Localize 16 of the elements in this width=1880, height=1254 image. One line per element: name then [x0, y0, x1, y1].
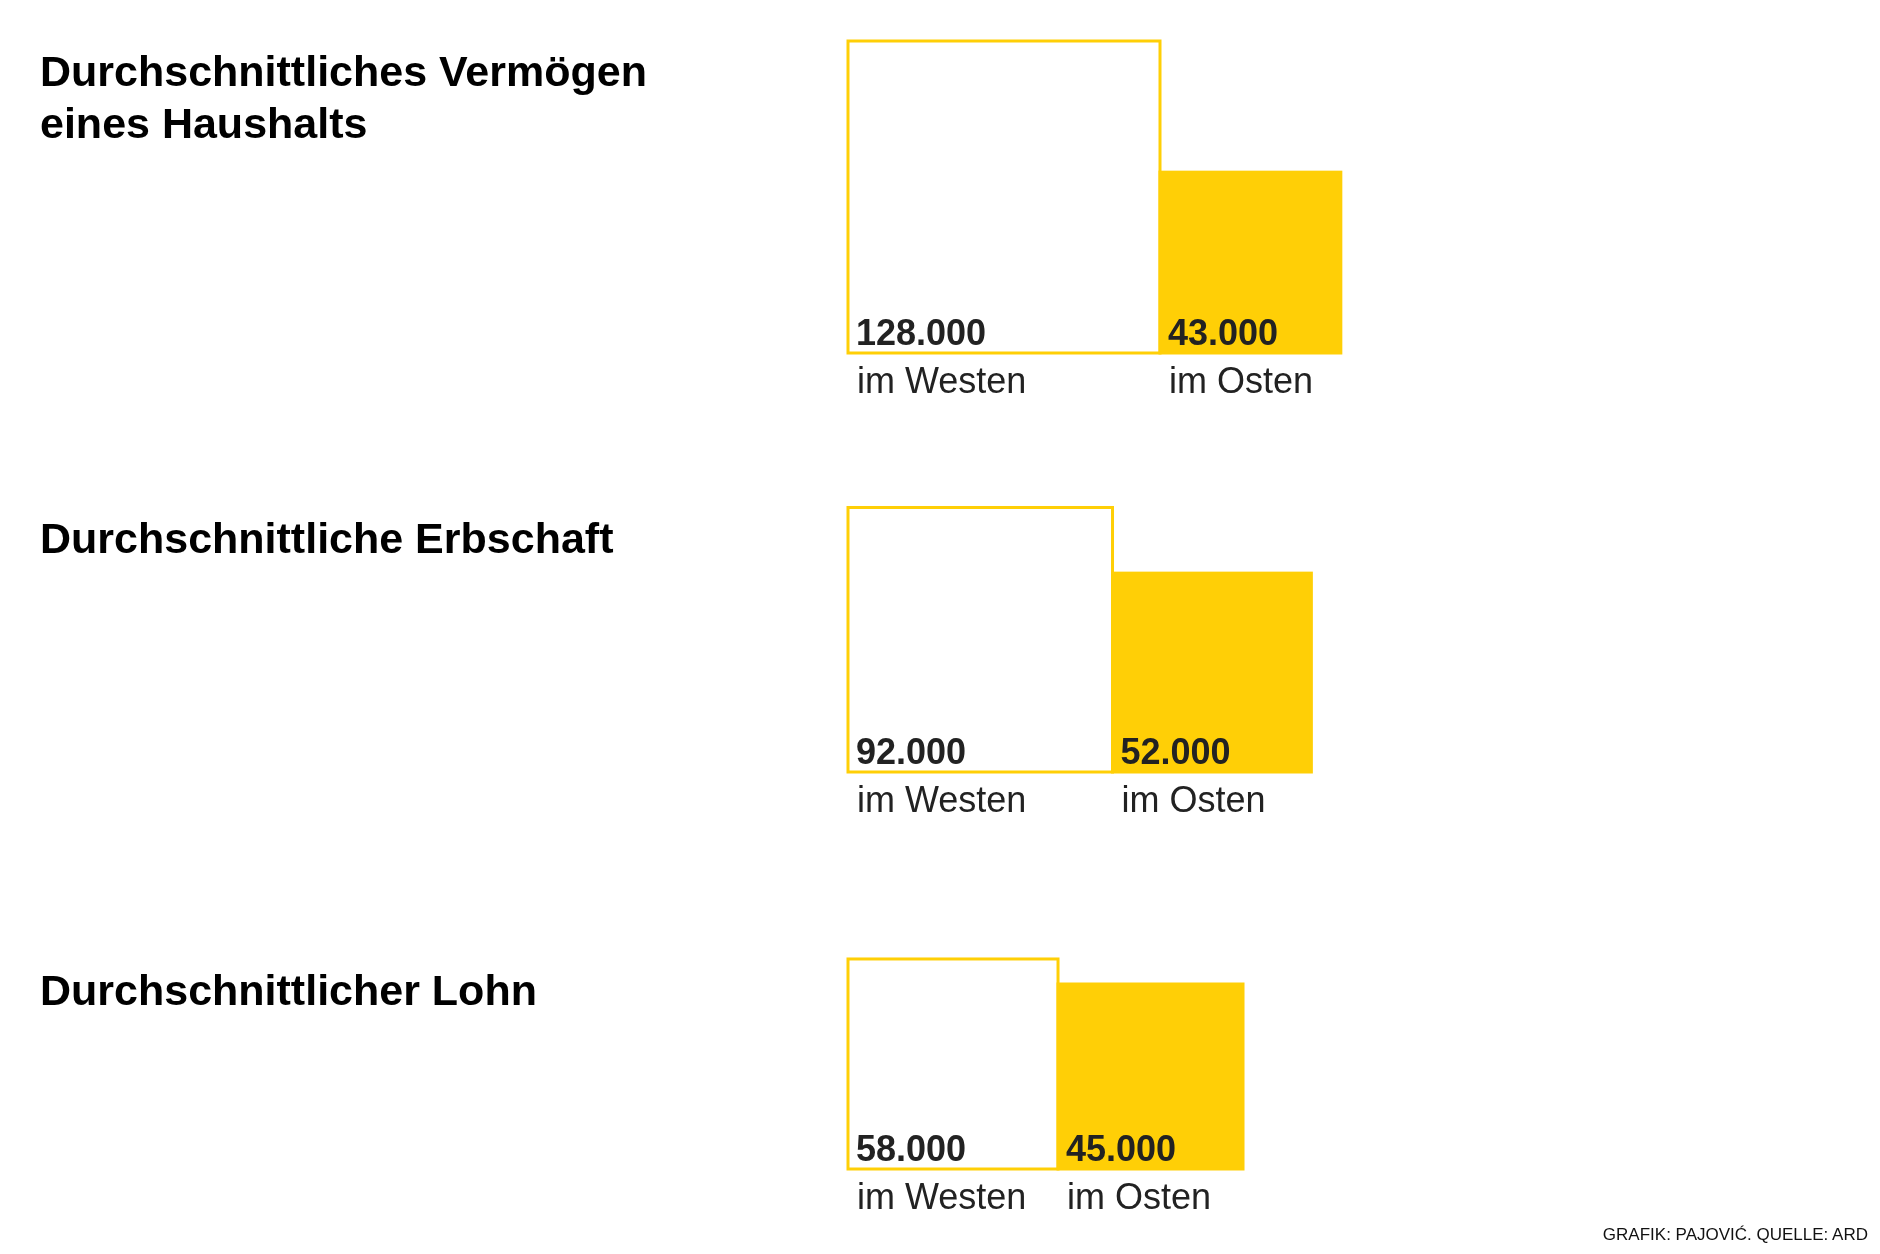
text: GRAFIK: PAJOVIĆ. QUELLE: ARD	[1602, 1225, 1868, 1244]
text: Durchschnittliche Erbschaft	[40, 514, 614, 562]
data-label: 58.000	[856, 1128, 967, 1169]
category-label: im Osten	[1121, 779, 1266, 820]
category-label: im Osten	[1067, 1176, 1212, 1217]
category-label: im Osten	[1169, 360, 1314, 401]
data-label: 52.000	[1120, 731, 1231, 772]
data-label: 128.000	[856, 312, 987, 353]
text: Durchschnittliches Vermögen eines Haushalts	[40, 47, 647, 147]
data-label: 92.000	[856, 731, 967, 772]
category-label: im Westen	[857, 1176, 1027, 1217]
data-label: 43.000	[1168, 312, 1279, 353]
data-label: 45.000	[1066, 1128, 1177, 1169]
category-label: im Westen	[857, 779, 1027, 820]
text: Durchschnittlicher Lohn	[40, 966, 537, 1014]
category-label: im Westen	[857, 360, 1027, 401]
